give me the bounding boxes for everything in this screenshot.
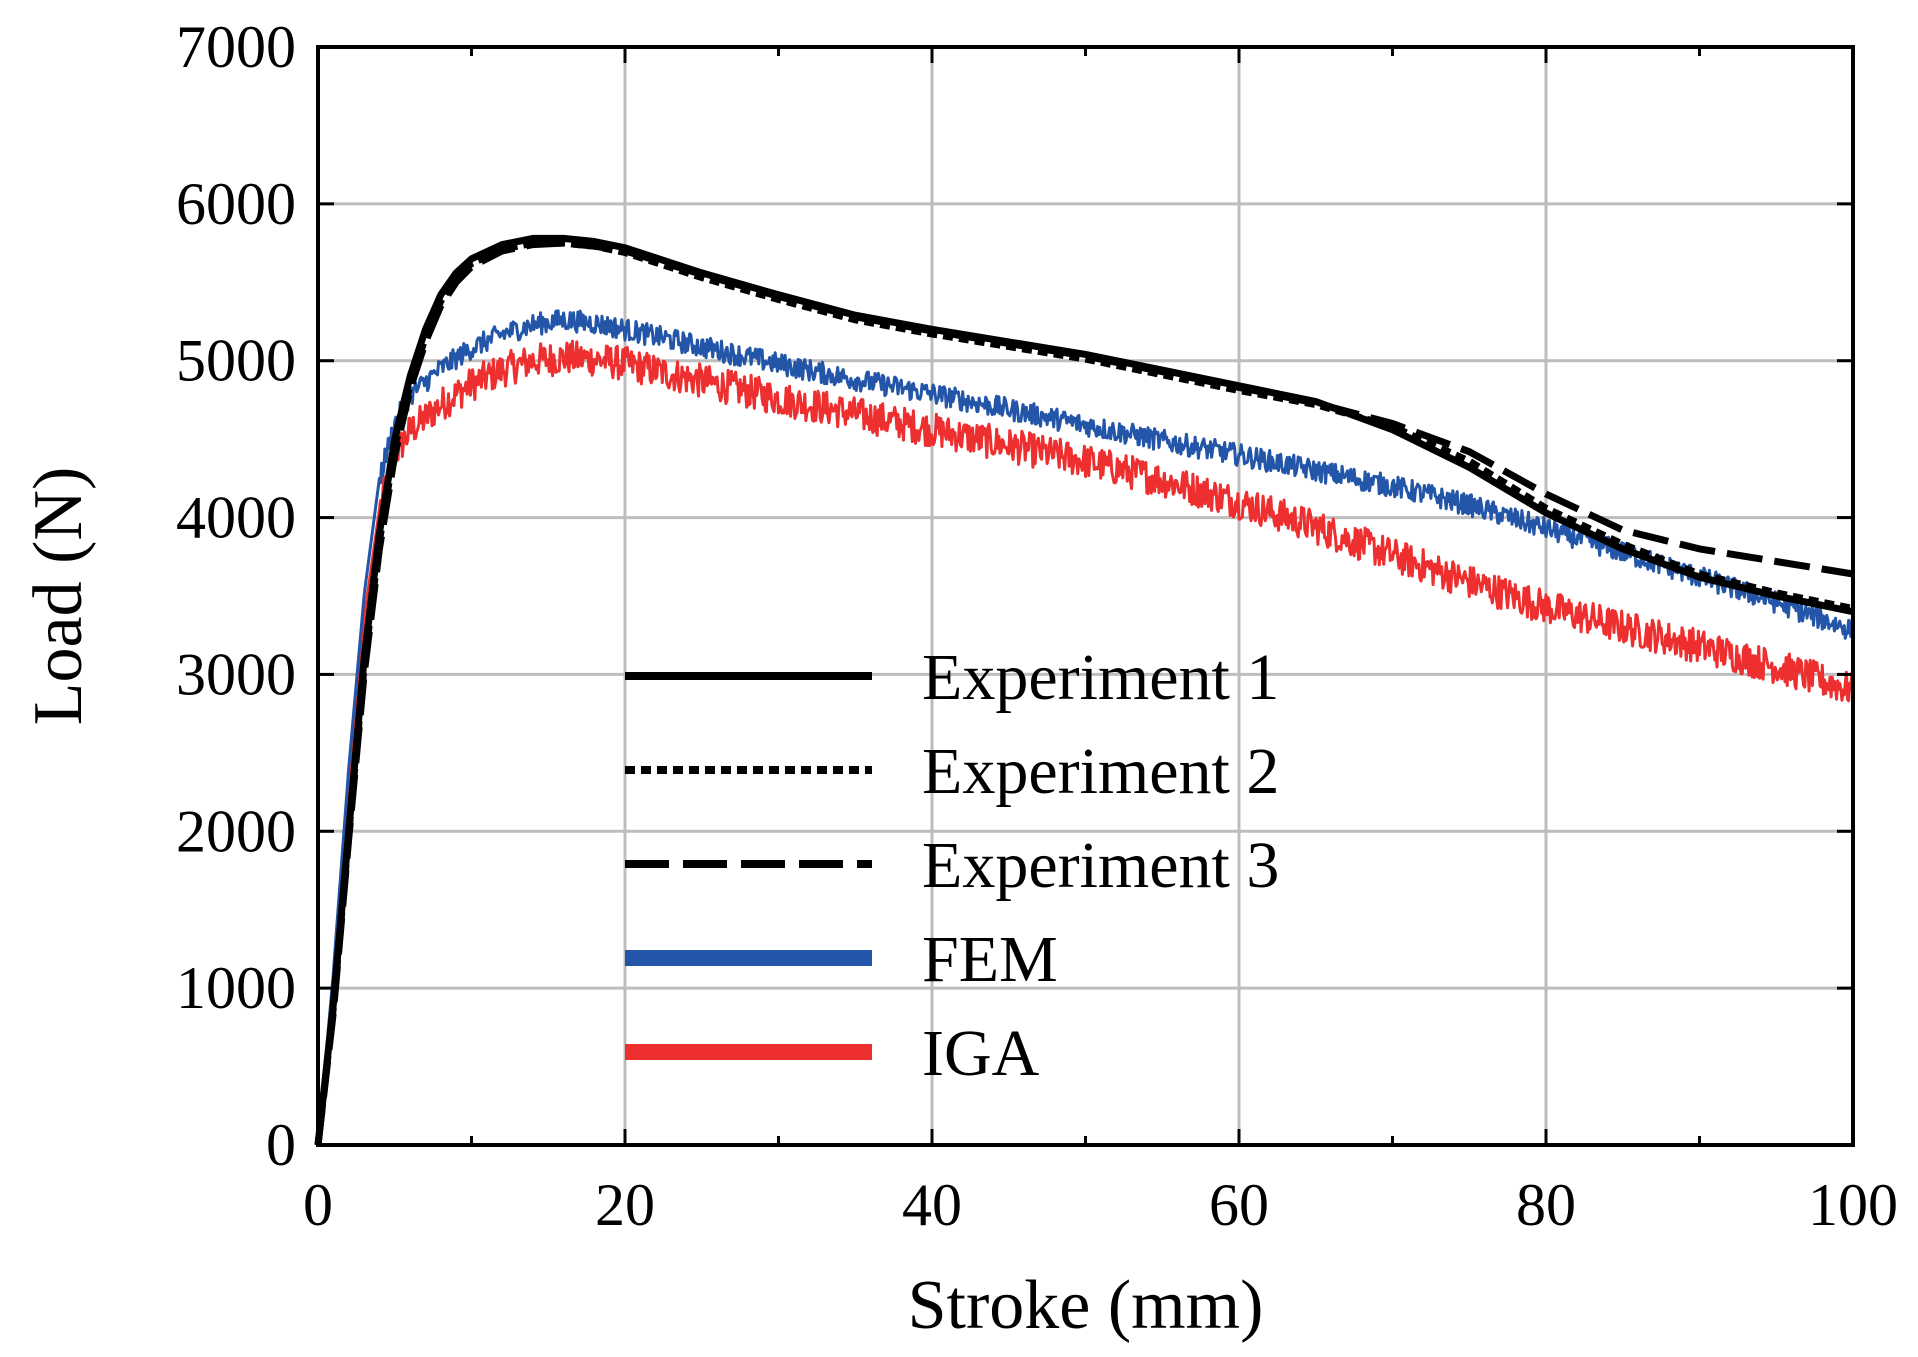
y-tick-label: 3000 bbox=[176, 641, 296, 707]
x-axis-title: Stroke (mm) bbox=[908, 1267, 1264, 1344]
y-tick-label: 4000 bbox=[176, 485, 296, 551]
x-tick-label: 20 bbox=[595, 1172, 655, 1238]
y-tick-label: 1000 bbox=[176, 955, 296, 1021]
series-line-experiment-3 bbox=[314, 239, 1854, 1146]
legend-label: FEM bbox=[922, 923, 1058, 996]
series-layer bbox=[314, 234, 1855, 1146]
series-line-fem bbox=[316, 309, 1855, 1146]
y-tick-label: 5000 bbox=[176, 328, 296, 394]
series-line-experiment-2 bbox=[314, 239, 1854, 1146]
axis-ticks: 0 20 40 60 80 1000100020003000400050006000700… bbox=[176, 14, 1898, 1238]
y-tick-label: 7000 bbox=[176, 14, 296, 80]
x-tick-label: 100 bbox=[1808, 1172, 1898, 1238]
x-tick-label: 40 bbox=[902, 1172, 962, 1238]
x-tick-label: 0 bbox=[303, 1172, 333, 1238]
y-tick-label: 0 bbox=[266, 1112, 296, 1178]
legend: Experiment 1 Experiment 2 Experiment 3 FEM I… bbox=[625, 641, 1279, 1090]
grid-lines bbox=[318, 47, 1853, 1145]
plot-frame bbox=[316, 45, 1855, 1147]
series-line-iga bbox=[316, 339, 1855, 1146]
y-axis-title: Load (N) bbox=[20, 467, 97, 726]
y-tick-label: 6000 bbox=[176, 171, 296, 237]
legend-label: IGA bbox=[922, 1017, 1040, 1090]
legend-label: Experiment 2 bbox=[922, 735, 1279, 808]
legend-label: Experiment 3 bbox=[922, 829, 1279, 902]
legend-label: Experiment 1 bbox=[922, 641, 1279, 714]
y-tick-label: 2000 bbox=[176, 798, 296, 864]
x-tick-label: 80 bbox=[1516, 1172, 1576, 1238]
x-tick-label: 60 bbox=[1209, 1172, 1269, 1238]
